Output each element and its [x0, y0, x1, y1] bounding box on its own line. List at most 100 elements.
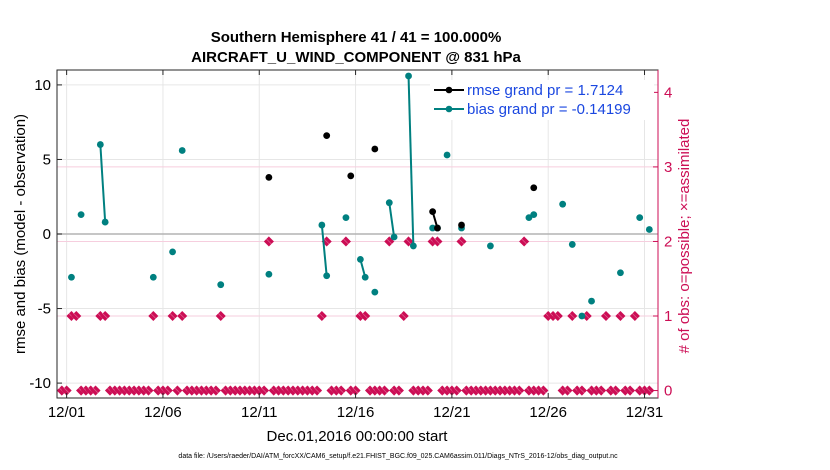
- data-point: [530, 211, 538, 219]
- obs-cross-mark: [395, 387, 403, 394]
- obs-marker: [162, 385, 173, 396]
- footnote: data file: /Users/raeder/DAI/ATM_forcXX/…: [178, 453, 618, 460]
- obs-cross-mark: [569, 312, 576, 320]
- obs-marker: [340, 236, 351, 247]
- obs-marker: [148, 310, 159, 322]
- series-rmse: [265, 132, 538, 232]
- obs-cross-mark: [424, 387, 432, 394]
- obs-cross-mark: [458, 238, 465, 245]
- obs-cross-mark: [164, 387, 172, 394]
- x-tick-label: 12/11: [241, 404, 277, 421]
- data-point: [530, 184, 538, 192]
- obs-marker: [456, 236, 467, 247]
- obs-marker: [384, 236, 395, 247]
- x-tick-label: 12/01: [48, 404, 86, 421]
- obs-cross-mark: [150, 312, 157, 320]
- obs-cross-mark: [73, 312, 80, 320]
- obs-cross-mark: [169, 312, 176, 320]
- chart-title: Southern Hemisphere 41 / 41 = 100.000%: [211, 29, 502, 46]
- obs-marker: [596, 385, 607, 396]
- obs-marker: [393, 385, 404, 396]
- obs-cross-mark: [381, 387, 388, 394]
- obs-cross-mark: [583, 312, 590, 320]
- obs-cross-mark: [646, 387, 653, 394]
- data-point: [645, 226, 653, 233]
- x-tick-label: 12/21: [433, 404, 471, 421]
- data-point: [178, 147, 186, 154]
- data-point: [371, 145, 379, 153]
- obs-marker: [90, 385, 101, 396]
- obs-marker: [215, 310, 226, 322]
- data-point: [458, 221, 465, 229]
- obs-marker: [172, 385, 183, 396]
- obs-marker: [552, 310, 563, 322]
- series-line: [388, 202, 396, 238]
- obs-cross-mark: [597, 387, 605, 394]
- obs-marker: [519, 236, 530, 247]
- obs-cross-mark: [400, 312, 407, 320]
- data-point: [356, 255, 364, 263]
- obs-marker: [422, 385, 433, 396]
- obs-cross-mark: [212, 387, 220, 394]
- obs-marker: [610, 385, 621, 396]
- obs-cross-mark: [405, 238, 412, 245]
- obs-cross-mark: [318, 312, 326, 320]
- obs-cross-mark: [101, 312, 109, 320]
- obs-cross-mark: [352, 387, 359, 394]
- obs-marker: [263, 236, 274, 247]
- obs-cross-mark: [313, 387, 321, 394]
- obs-cross-mark: [63, 387, 70, 394]
- y-tick-label: 10: [34, 77, 51, 94]
- obs-cross-mark: [516, 387, 523, 394]
- y-axis-left: -10 -5 0 5 10: [29, 77, 62, 392]
- y-tick-label: -5: [38, 301, 51, 318]
- obs-cross-mark: [337, 387, 345, 394]
- y2-tick-label: 0: [664, 383, 672, 400]
- data-point: [429, 208, 437, 216]
- data-point: [68, 273, 75, 281]
- data-point: [434, 224, 441, 232]
- obs-cross-mark: [540, 387, 547, 394]
- x-tick-label: 12/16: [337, 404, 375, 421]
- y-axis-label: rmse and bias (model - observation): [12, 114, 29, 354]
- data-point: [371, 288, 379, 296]
- data-point: [323, 272, 331, 280]
- series-group: [68, 72, 653, 320]
- obs-cross-mark: [174, 387, 181, 394]
- y-tick-label: 5: [43, 151, 51, 168]
- data-point: [429, 224, 437, 232]
- obs-marker: [644, 385, 655, 396]
- obs-cross-mark: [453, 387, 460, 394]
- data-point: [265, 270, 273, 278]
- obs-marker: [143, 385, 154, 396]
- y2-tick-label: 4: [664, 84, 672, 101]
- obs-cross-mark: [260, 387, 268, 394]
- series-line: [407, 75, 415, 246]
- obs-cross-mark: [323, 238, 330, 245]
- obs-cross-mark: [564, 387, 571, 394]
- obs-cross-mark: [602, 312, 610, 320]
- x-axis: 12/01 12/06 12/11 12/16 12/21 12/26 12/31: [48, 70, 663, 421]
- legend-rmse-label: rmse grand pr = 1.7124: [467, 82, 623, 99]
- obs-marker: [615, 310, 626, 322]
- data-point: [390, 233, 398, 241]
- y2-tick-label: 3: [664, 159, 672, 176]
- obs-marker: [398, 310, 409, 322]
- data-point: [487, 242, 494, 250]
- obs-marker: [336, 385, 347, 396]
- x-tick-label: 12/31: [626, 404, 664, 421]
- obs-cross-mark: [145, 387, 152, 394]
- obs-cross-mark: [434, 238, 441, 245]
- obs-marker: [360, 310, 371, 322]
- obs-marker: [177, 310, 188, 322]
- obs-cross-mark: [578, 387, 586, 394]
- obs-marker: [167, 310, 178, 322]
- data-point: [578, 312, 586, 320]
- data-point: [636, 214, 644, 222]
- obs-cross-mark: [361, 312, 369, 320]
- obs-marker: [311, 385, 323, 396]
- data-point: [443, 151, 451, 159]
- obs-cross-mark: [178, 312, 186, 320]
- series-line: [320, 224, 328, 276]
- y-axis-right: 0 1 2 3 4: [653, 70, 672, 400]
